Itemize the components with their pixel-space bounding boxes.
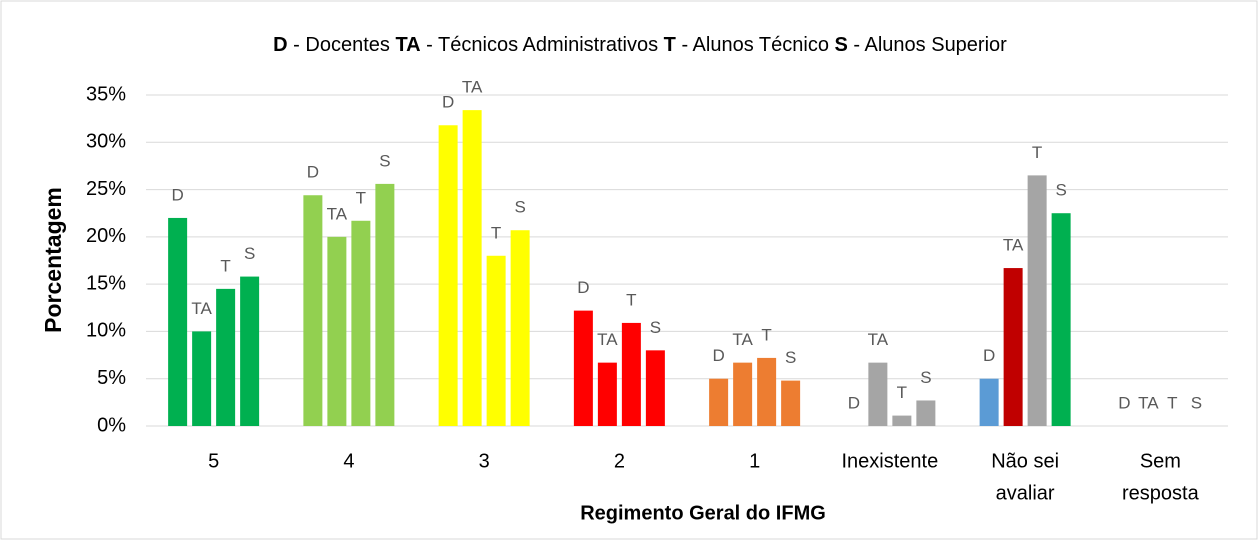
y-tick-label: 5% (97, 367, 126, 389)
bar-label: T (761, 325, 771, 344)
bar-label: TA (1003, 236, 1024, 255)
bar (757, 357, 777, 426)
y-tick-label: 20% (86, 225, 126, 247)
bar-label: S (379, 151, 390, 170)
bar-label: S (785, 348, 796, 367)
bar-label: S (244, 244, 255, 263)
bar (486, 255, 506, 426)
y-tick-label: 25% (86, 178, 126, 200)
x-tick-label: 5 (208, 450, 219, 472)
bar-label: S (1191, 393, 1202, 412)
bar (510, 230, 530, 426)
bar-label: D (171, 185, 183, 204)
bar (1003, 268, 1023, 426)
bar (868, 362, 888, 426)
y-axis-title: Porcentagem (40, 187, 66, 333)
bar-label: TA (732, 330, 753, 349)
title-key: T (664, 34, 676, 56)
title-text: - Docentes (288, 34, 396, 56)
bar-label: T (626, 290, 636, 309)
bar (645, 350, 665, 426)
y-tick-label: 10% (86, 320, 126, 342)
bar (733, 362, 753, 426)
bar-label: D (307, 163, 319, 182)
bar-label: T (1032, 143, 1042, 162)
y-tick-label: 30% (86, 131, 126, 153)
bar-label: D (442, 93, 454, 112)
chart-title: D - Docentes TA - Técnicos Administrativ… (273, 34, 1007, 56)
bar (438, 125, 458, 427)
bar (351, 220, 371, 426)
y-tick-label: 0% (97, 414, 126, 436)
bar-label: D (983, 346, 995, 365)
bar (916, 400, 936, 426)
bar-label: TA (462, 78, 483, 97)
bar (375, 183, 395, 426)
title-key: TA (395, 34, 420, 56)
x-tick-label: 4 (343, 450, 354, 472)
bar-label: TA (868, 330, 889, 349)
bar-label: S (650, 318, 661, 337)
bar (621, 322, 641, 426)
bar (462, 110, 482, 426)
title-text: - Alunos Superior (848, 34, 1007, 56)
bar (573, 310, 593, 426)
x-tick-label: 1 (749, 450, 760, 472)
bar-label: S (514, 198, 525, 217)
bar (1051, 213, 1071, 426)
bar-label: TA (327, 204, 348, 223)
bar (597, 362, 617, 426)
bar-label: S (920, 368, 931, 387)
bar (216, 288, 236, 426)
bar (892, 415, 912, 426)
bar (979, 378, 999, 426)
bar-label: D (712, 346, 724, 365)
bar (240, 276, 260, 426)
bar-label: TA (597, 330, 618, 349)
x-tick-label: 3 (479, 450, 490, 472)
x-tick-label: avaliar (996, 482, 1055, 504)
bar-label: T (356, 188, 366, 207)
bar (327, 236, 347, 426)
x-axis-title: Regimento Geral do IFMG (580, 502, 826, 524)
title-text: - Técnicos Administrativos (421, 34, 664, 56)
title-key: S (835, 34, 848, 56)
x-tick-label: Não sei (991, 450, 1059, 472)
x-tick-label: resposta (1122, 482, 1200, 504)
bar-label: D (1118, 393, 1130, 412)
title-text: - Alunos Técnico (676, 34, 835, 56)
x-tick-label: Inexistente (842, 450, 939, 472)
title-key: D (273, 34, 287, 56)
bar-label: T (1167, 393, 1177, 412)
bar (192, 331, 212, 426)
bar (781, 380, 801, 426)
bar-label: D (577, 278, 589, 297)
bar-label: D (848, 393, 860, 412)
x-tick-label: 2 (614, 450, 625, 472)
bar (303, 195, 323, 426)
bar (709, 378, 729, 426)
bar-label: S (1055, 181, 1066, 200)
bar (1027, 175, 1047, 426)
bar-label: T (491, 223, 501, 242)
bar-label: TA (191, 299, 212, 318)
y-tick-label: 35% (86, 83, 126, 105)
bar (168, 217, 188, 426)
bar-label: TA (1138, 393, 1159, 412)
bar-label: T (220, 256, 230, 275)
bar-label: T (897, 383, 907, 402)
x-tick-label: Sem (1140, 450, 1181, 472)
y-tick-label: 15% (86, 272, 126, 294)
